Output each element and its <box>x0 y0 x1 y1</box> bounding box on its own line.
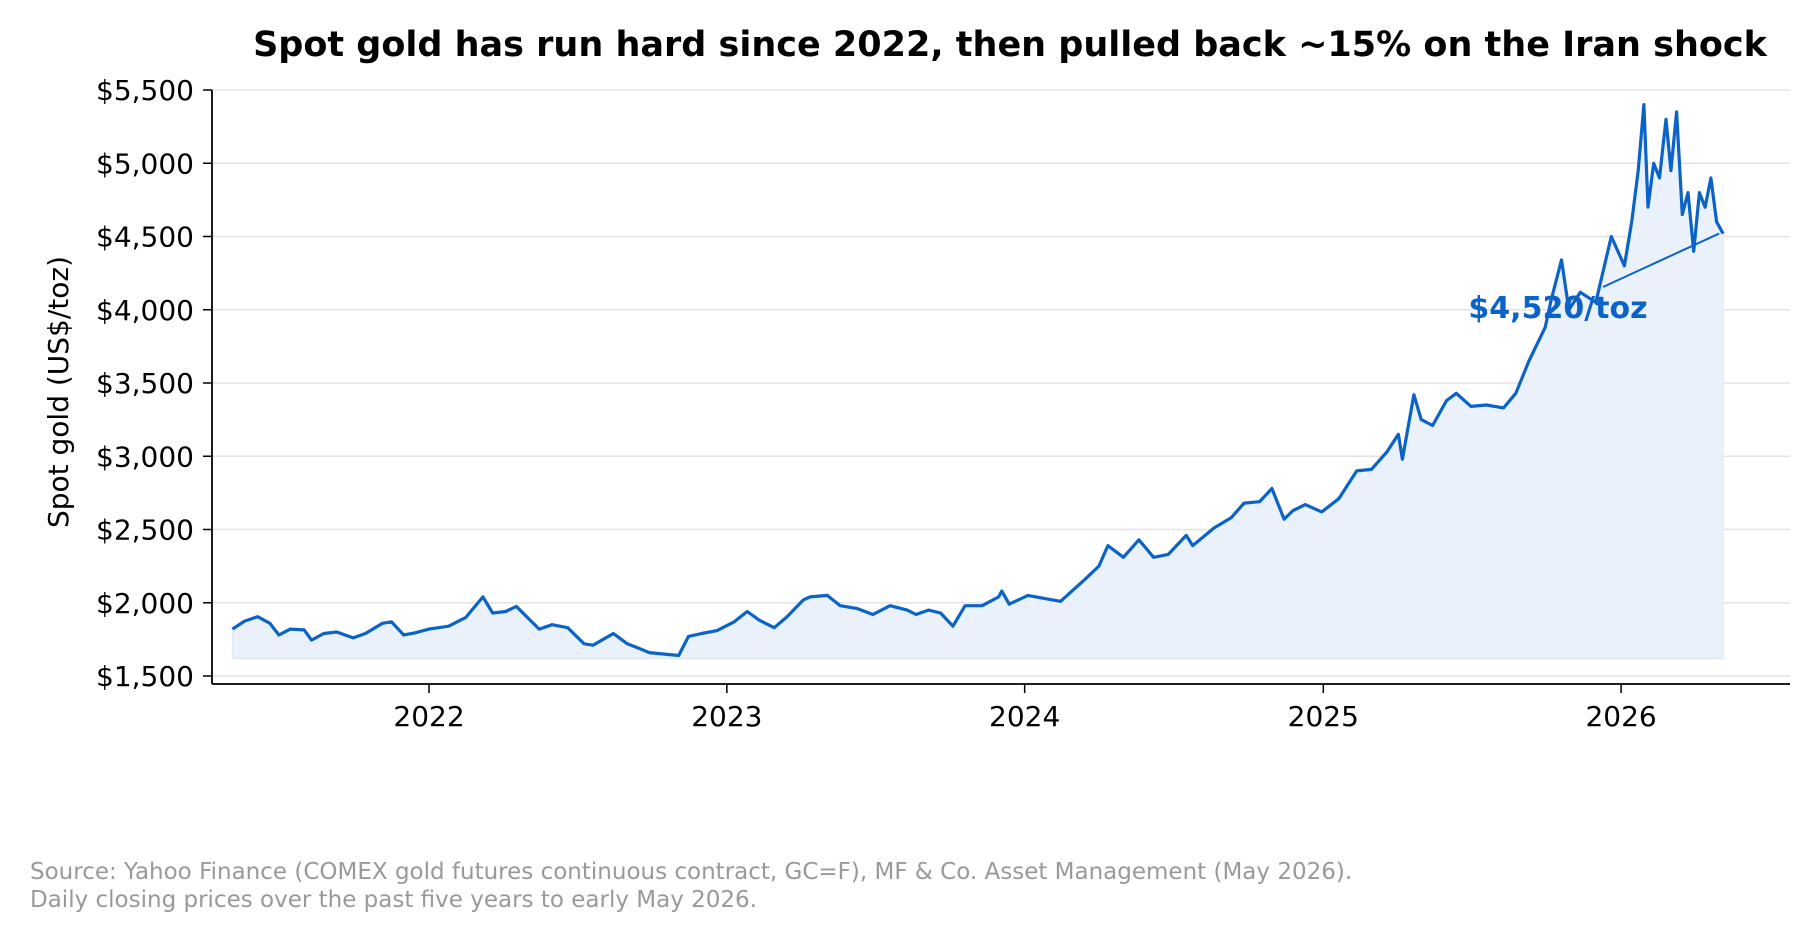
source-line-1: Source: Yahoo Finance (COMEX gold future… <box>30 859 1353 885</box>
x-axis-ticks: 2022 2023 2024 2025 2026 <box>393 684 1657 733</box>
x-tick-label: 2025 <box>1288 700 1359 733</box>
y-tick-label: $1,500 <box>96 660 194 693</box>
y-tick-label: $3,500 <box>96 367 194 400</box>
y-axis-label: Spot gold (US$/toz) <box>42 256 75 528</box>
y-axis-ticks: $1,500 $2,000 $2,500 $3,000 $3,500 $4,000 $4,5… <box>96 74 212 693</box>
annotation-label: $4,520/toz <box>1468 291 1647 326</box>
y-tick-label: $5,000 <box>96 147 194 180</box>
axes <box>211 90 1790 685</box>
y-tick-label: $2,500 <box>96 514 194 547</box>
y-tick-label: $3,000 <box>96 440 194 473</box>
chart-title: Spot gold has run hard since 2022, then … <box>253 25 1768 65</box>
x-tick-label: 2026 <box>1585 700 1656 733</box>
y-tick-label: $4,500 <box>96 221 194 254</box>
x-tick-label: 2023 <box>691 700 762 733</box>
source-note: Source: Yahoo Finance (COMEX gold future… <box>30 858 1352 914</box>
price-area-fill <box>231 104 1724 659</box>
price-line <box>231 102 1725 658</box>
y-tick-label: $2,000 <box>96 587 194 620</box>
y-tick-label: $5,500 <box>96 74 194 107</box>
source-line-2: Daily closing prices over the past five … <box>30 887 757 913</box>
x-tick-label: 2022 <box>393 700 464 733</box>
x-tick-label: 2024 <box>989 700 1060 733</box>
annotation-arrow <box>1602 232 1720 288</box>
y-tick-label: $4,000 <box>96 294 194 327</box>
gridlines <box>212 89 1790 677</box>
